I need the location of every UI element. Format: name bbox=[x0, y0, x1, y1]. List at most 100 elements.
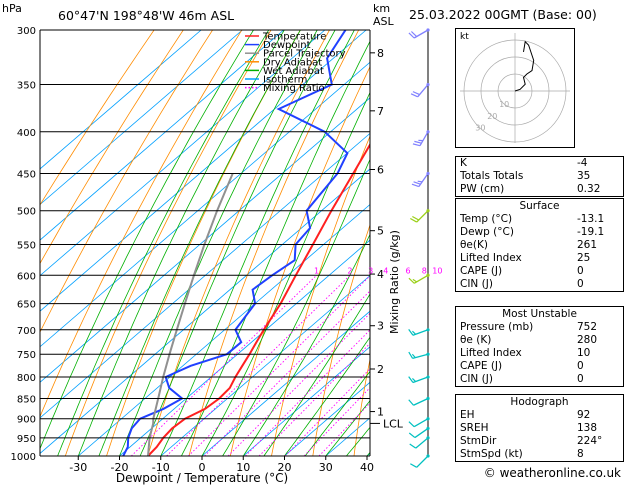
index-value: 8 bbox=[577, 448, 584, 460]
index-value: 752 bbox=[577, 321, 598, 333]
copyright[interactable]: © weatheronline.co.uk bbox=[483, 466, 621, 480]
wind-barb-flag bbox=[412, 330, 417, 335]
index-row: Totals Totals 35 bbox=[456, 170, 623, 183]
index-value: 261 bbox=[577, 239, 598, 251]
km-label: km bbox=[373, 2, 390, 15]
index-label: CAPE (J) bbox=[460, 265, 503, 277]
wet-adiabat bbox=[284, 336, 370, 456]
index-label: Lifted Index bbox=[460, 347, 522, 359]
x-tick-label: -10 bbox=[152, 461, 170, 474]
legend-label: Isotherm bbox=[263, 75, 307, 86]
hpa-label: hPa bbox=[2, 2, 22, 15]
wind-barb-dot bbox=[426, 209, 430, 213]
plot-area: 3003504004505005506006507007508008509009… bbox=[11, 26, 499, 474]
wind-barb-flag bbox=[408, 432, 416, 439]
index-row: Lifted Index 25 bbox=[456, 252, 623, 265]
pressure-tick-label: 850 bbox=[17, 394, 36, 405]
legend-label: Parcel Trajectory bbox=[263, 49, 346, 60]
legend-label: Temperature bbox=[262, 32, 326, 43]
legend-label: Mixing Ratio bbox=[263, 83, 325, 94]
index-value: -4 bbox=[577, 157, 588, 169]
wind-barb bbox=[415, 437, 429, 449]
lcl-label: LCL bbox=[383, 417, 404, 430]
isotherm bbox=[40, 61, 370, 348]
wind-barb-dot bbox=[426, 396, 430, 401]
wind-barb-dot bbox=[426, 328, 430, 332]
index-row: StmDir 224° bbox=[456, 435, 623, 448]
wind-barb bbox=[414, 427, 429, 439]
index-value: 224° bbox=[577, 435, 603, 447]
index-row: Lifted Index 10 bbox=[456, 347, 623, 360]
index-row: K -4 bbox=[456, 157, 623, 170]
index-value: 92 bbox=[577, 409, 591, 421]
wind-barb-dot bbox=[426, 436, 430, 440]
index-row: CIN (J) 0 bbox=[456, 278, 623, 291]
mixing-ratio-label: 3 bbox=[368, 266, 373, 275]
index-label: StmSpd (kt) bbox=[460, 448, 523, 460]
isotherm bbox=[119, 239, 370, 456]
index-label: PW (cm) bbox=[460, 183, 505, 195]
indices-basic-panel: K -4 Totals Totals 35 PW (cm) 0.32 bbox=[455, 156, 624, 197]
pressure-tick-label: 700 bbox=[17, 326, 36, 337]
wind-barb-flag bbox=[411, 183, 420, 188]
isotherm bbox=[40, 168, 370, 454]
pressure-tick-label: 450 bbox=[17, 169, 36, 180]
wind-barb-flag bbox=[410, 463, 417, 468]
wind-barb-flag bbox=[408, 421, 415, 428]
wet-adiabat bbox=[77, 30, 285, 456]
wind-barb-dot bbox=[426, 171, 430, 176]
indices-most-unstable-panel: Most Unstable Pressure (mb) 752 θe (K) 280 L… bbox=[455, 306, 624, 387]
x-axis-title: Dewpoint / Temperature (°C) bbox=[116, 471, 288, 485]
index-row: θe (K) 280 bbox=[456, 334, 623, 347]
mixing-ratio-line bbox=[204, 290, 370, 456]
wind-barb-dot bbox=[426, 82, 430, 87]
pressure-tick-label: 950 bbox=[17, 434, 36, 445]
x-tick-label: -20 bbox=[111, 461, 129, 474]
pressure-tick-label: 1000 bbox=[11, 452, 36, 463]
legend-label: Dewpoint bbox=[263, 40, 311, 51]
wind-barb-flag bbox=[408, 376, 414, 383]
mixing-ratio-label: 4 bbox=[383, 266, 388, 275]
index-value: 280 bbox=[577, 334, 598, 346]
index-row: Temp (°C) -13.1 bbox=[456, 213, 623, 226]
isotherm bbox=[40, 30, 202, 170]
pressure-tick-label: 750 bbox=[17, 350, 36, 361]
index-value: 35 bbox=[577, 170, 591, 182]
index-value: 0 bbox=[577, 373, 584, 385]
index-label: Totals Totals bbox=[460, 170, 524, 182]
wind-barb-flag bbox=[410, 93, 418, 98]
location-title: 60°47'N 198°48'W 46m ASL bbox=[58, 8, 234, 23]
km-tick-label: 3 bbox=[377, 320, 384, 333]
mixing-ratio-line bbox=[258, 342, 370, 456]
wind-barb-dot bbox=[426, 426, 430, 431]
legend-label: Wet Adiabat bbox=[263, 66, 324, 77]
index-label: StmDir bbox=[460, 435, 497, 447]
x-tick-label: -30 bbox=[69, 461, 87, 474]
km-tick-label: 8 bbox=[377, 47, 384, 60]
pressure-tick-label: 550 bbox=[17, 240, 36, 251]
wind-barb-flag bbox=[412, 278, 417, 283]
isotherm bbox=[160, 275, 370, 456]
index-label: CIN (J) bbox=[460, 373, 493, 385]
isotherm bbox=[201, 310, 370, 456]
index-label: Dewp (°C) bbox=[460, 226, 514, 238]
index-row: θe(K) 261 bbox=[456, 239, 623, 252]
asl-label: ASL bbox=[373, 15, 395, 28]
mixing-ratio-label: 10 bbox=[432, 266, 442, 275]
index-label: CIN (J) bbox=[460, 278, 493, 290]
dry-adiabat bbox=[40, 30, 184, 265]
pressure-tick-label: 900 bbox=[17, 415, 36, 426]
pressure-tick-label: 350 bbox=[17, 81, 36, 92]
pressure-tick-label: 800 bbox=[17, 373, 36, 384]
index-row: SREH 138 bbox=[456, 422, 623, 435]
index-value: 0.32 bbox=[577, 183, 601, 195]
index-value: 25 bbox=[577, 252, 591, 264]
mixing-ratio-label: 6 bbox=[405, 266, 410, 275]
index-label: Temp (°C) bbox=[460, 213, 513, 225]
index-value: 10 bbox=[577, 347, 591, 359]
indices-surface-panel: Surface Temp (°C) -13.1 Dewp (°C) -19.1 θe(K… bbox=[455, 198, 624, 292]
wind-barb-dot bbox=[426, 417, 430, 421]
wind-barb bbox=[413, 418, 429, 428]
index-row: StmSpd (kt) 8 bbox=[456, 448, 623, 461]
